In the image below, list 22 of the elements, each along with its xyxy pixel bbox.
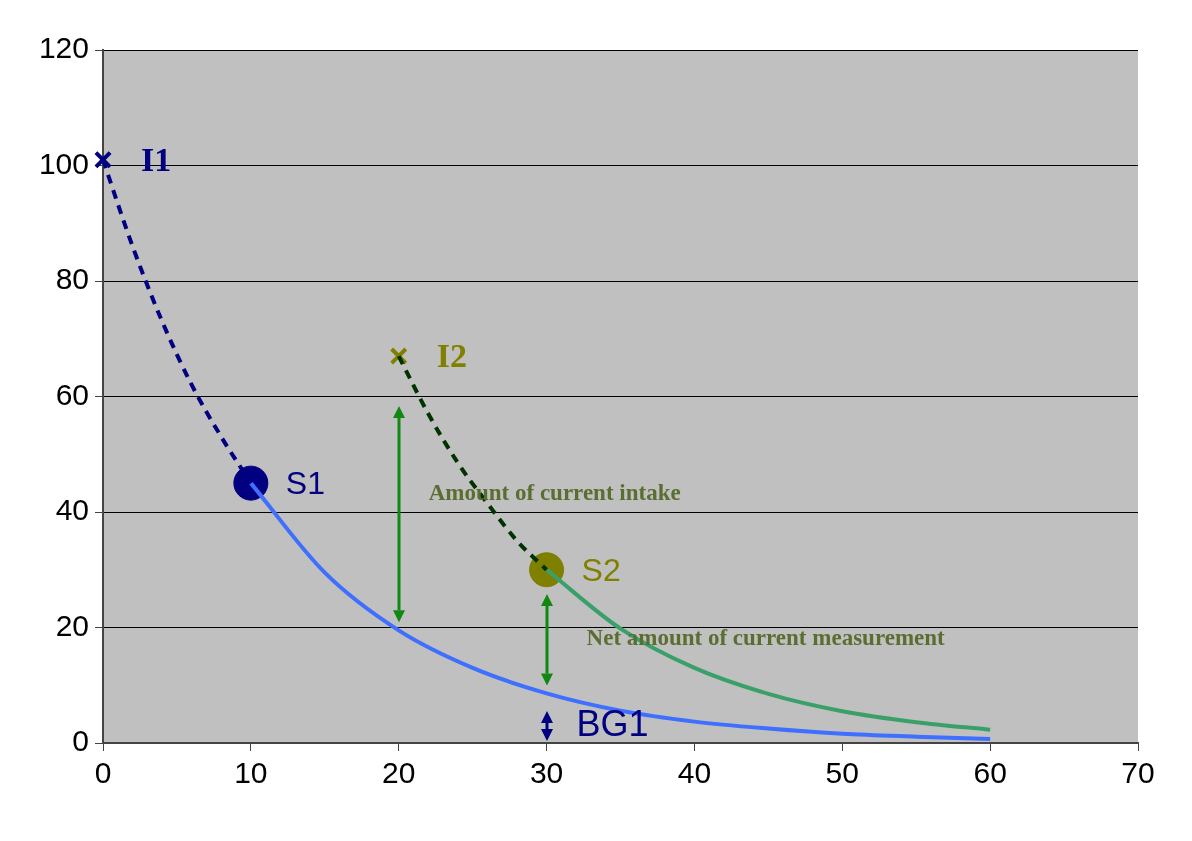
y-tick-label: 20 xyxy=(55,608,89,642)
x-tick-label: 60 xyxy=(973,756,1007,790)
point xyxy=(93,150,113,169)
x-tick-label: 0 xyxy=(94,756,112,790)
x-tick-label: 20 xyxy=(382,756,416,790)
y-tick-label: 0 xyxy=(72,724,89,758)
y-tick-label: 120 xyxy=(38,31,89,65)
x-tick-label: 40 xyxy=(677,756,712,790)
x-tick-label: 10 xyxy=(234,756,268,790)
y-tick-label: 80 xyxy=(55,262,89,296)
y-tick-label: 40 xyxy=(55,493,89,527)
x-tick-label: 50 xyxy=(825,756,859,790)
y-tick-label: 100 xyxy=(38,146,89,180)
y-tick-label: 60 xyxy=(55,377,89,411)
series-label: I2 xyxy=(436,336,467,374)
series-label: S2 xyxy=(581,551,621,588)
point xyxy=(233,465,269,501)
series-label: S1 xyxy=(285,464,325,501)
x-tick-label: 30 xyxy=(529,756,564,790)
annotation: BG1 xyxy=(576,702,649,744)
x-tick-label: 70 xyxy=(1121,756,1155,790)
annotation: Amount of current intake xyxy=(428,480,681,506)
